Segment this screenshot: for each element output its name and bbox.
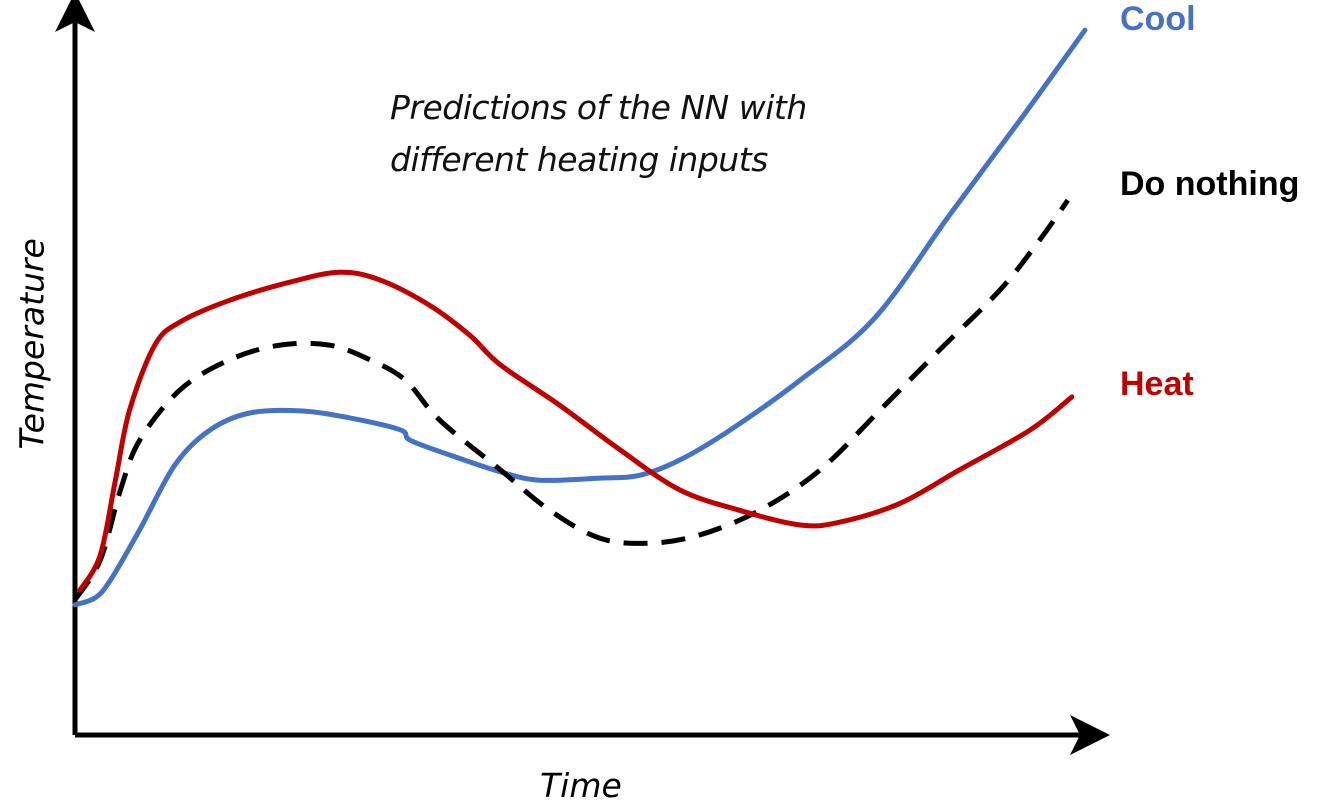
series-line-heat — [77, 269, 1075, 593]
annotation-line-1: Predictions of the NN with — [390, 88, 807, 127]
y-axis-label: Temperature — [12, 238, 52, 450]
chart-annotation: Predictions of the NN with different hea… — [390, 82, 807, 186]
series-line-cool — [72, 27, 1088, 608]
x-axis-label: Time — [540, 766, 622, 805]
annotation-line-2: different heating inputs — [390, 140, 768, 179]
legend-cool: Cool — [1120, 0, 1196, 38]
legend-do-nothing: Do nothing — [1120, 165, 1300, 203]
series-line-do-nothing — [72, 198, 1070, 602]
legend-heat: Heat — [1120, 365, 1194, 403]
